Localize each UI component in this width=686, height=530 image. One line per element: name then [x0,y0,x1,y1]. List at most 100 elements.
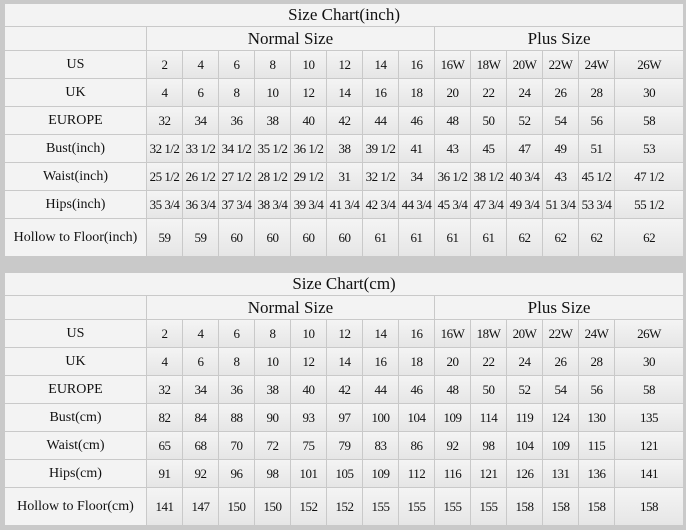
size-value: 6 [219,320,254,347]
size-value: 56 [579,376,614,403]
size-value: 130 [579,404,614,431]
normal-size-header: Normal Size [147,27,434,50]
table-row: EUROPE 32 34 36 38 40 42 44 46 48 50 52 54 56 58 [5,376,684,403]
size-value: 10 [255,348,290,375]
size-value: 40 3/4 [507,163,542,190]
size-value: 12 [291,348,326,375]
size-value: 20 [435,79,470,106]
size-value: 45 3/4 [435,191,470,218]
size-value: 61 [471,219,506,256]
size-value: 53 3/4 [579,191,614,218]
size-value: 36 [219,376,254,403]
size-value: 28 [579,79,614,106]
size-value: 34 [399,163,434,190]
size-value: 18W [471,51,506,78]
size-value: 38 3/4 [255,191,290,218]
size-value: 56 [579,107,614,134]
size-value: 150 [219,488,254,525]
size-value: 55 1/2 [615,191,684,218]
size-value: 12 [327,51,362,78]
size-value: 14 [327,79,362,106]
size-value: 34 1/2 [219,135,254,162]
size-value: 14 [363,51,398,78]
size-value: 62 [579,219,614,256]
size-value: 83 [363,432,398,459]
size-value: 88 [219,404,254,431]
size-value: 61 [399,219,434,256]
size-value: 6 [183,79,218,106]
size-value: 12 [327,320,362,347]
size-value: 42 3/4 [363,191,398,218]
size-value: 92 [183,460,218,487]
size-value: 32 1/2 [363,163,398,190]
size-value: 4 [183,320,218,347]
corner-cell [5,296,146,319]
size-value: 14 [363,320,398,347]
size-value: 90 [255,404,290,431]
table-row: Bust(cm) 82 84 88 90 93 97 100 104 109 114 119 124 13… [5,404,684,431]
size-value: 2 [147,51,182,78]
table-row: UK 4 6 8 10 12 14 16 18 20 22 24 26 28 30 [5,79,684,106]
size-value: 35 1/2 [255,135,290,162]
size-value: 24W [579,51,614,78]
row-label: Hollow to Floor(inch) [5,219,146,256]
size-chart-cm: Size Chart(cm) Normal Size Plus Size US 2 4 6 8… [4,272,684,526]
size-value: 8 [255,320,290,347]
size-value: 49 3/4 [507,191,542,218]
size-value: 2 [147,320,182,347]
size-value: 42 [327,107,362,134]
chart-title: Size Chart(inch) [5,4,684,26]
size-value: 16W [435,320,470,347]
size-value: 79 [327,432,362,459]
size-value: 48 [435,376,470,403]
size-value: 34 [183,376,218,403]
size-value: 96 [219,460,254,487]
group-header-row: Normal Size Plus Size [5,27,684,50]
size-value: 26W [615,320,684,347]
size-value: 119 [507,404,542,431]
size-value: 141 [147,488,182,525]
size-value: 38 1/2 [471,163,506,190]
size-value: 38 [255,376,290,403]
size-value: 72 [255,432,290,459]
size-value: 53 [615,135,684,162]
size-value: 37 3/4 [219,191,254,218]
size-value: 62 [543,219,578,256]
row-label: US [5,320,146,347]
corner-cell [5,27,146,50]
size-value: 43 [543,163,578,190]
size-value: 24 [507,348,542,375]
size-value: 114 [471,404,506,431]
size-value: 58 [615,107,684,134]
normal-size-header: Normal Size [147,296,434,319]
size-value: 28 1/2 [255,163,290,190]
size-value: 104 [399,404,434,431]
size-value: 40 [291,107,326,134]
size-value: 97 [327,404,362,431]
size-value: 58 [615,376,684,403]
size-value: 22W [543,51,578,78]
title-row: Size Chart(inch) [5,4,684,26]
size-value: 12 [291,79,326,106]
size-value: 158 [507,488,542,525]
size-value: 47 3/4 [471,191,506,218]
size-value: 155 [363,488,398,525]
size-value: 16 [363,348,398,375]
size-value: 34 [183,107,218,134]
size-value: 152 [327,488,362,525]
size-value: 22 [471,79,506,106]
size-value: 60 [291,219,326,256]
size-value: 124 [543,404,578,431]
size-value: 27 1/2 [219,163,254,190]
size-value: 24W [579,320,614,347]
row-label: Bust(inch) [5,135,146,162]
size-value: 18W [471,320,506,347]
size-value: 36 1/2 [435,163,470,190]
size-value: 60 [219,219,254,256]
size-value: 10 [291,320,326,347]
size-value: 41 3/4 [327,191,362,218]
size-value: 52 [507,107,542,134]
plus-size-header: Plus Size [435,27,684,50]
size-value: 61 [363,219,398,256]
size-value: 44 [363,376,398,403]
